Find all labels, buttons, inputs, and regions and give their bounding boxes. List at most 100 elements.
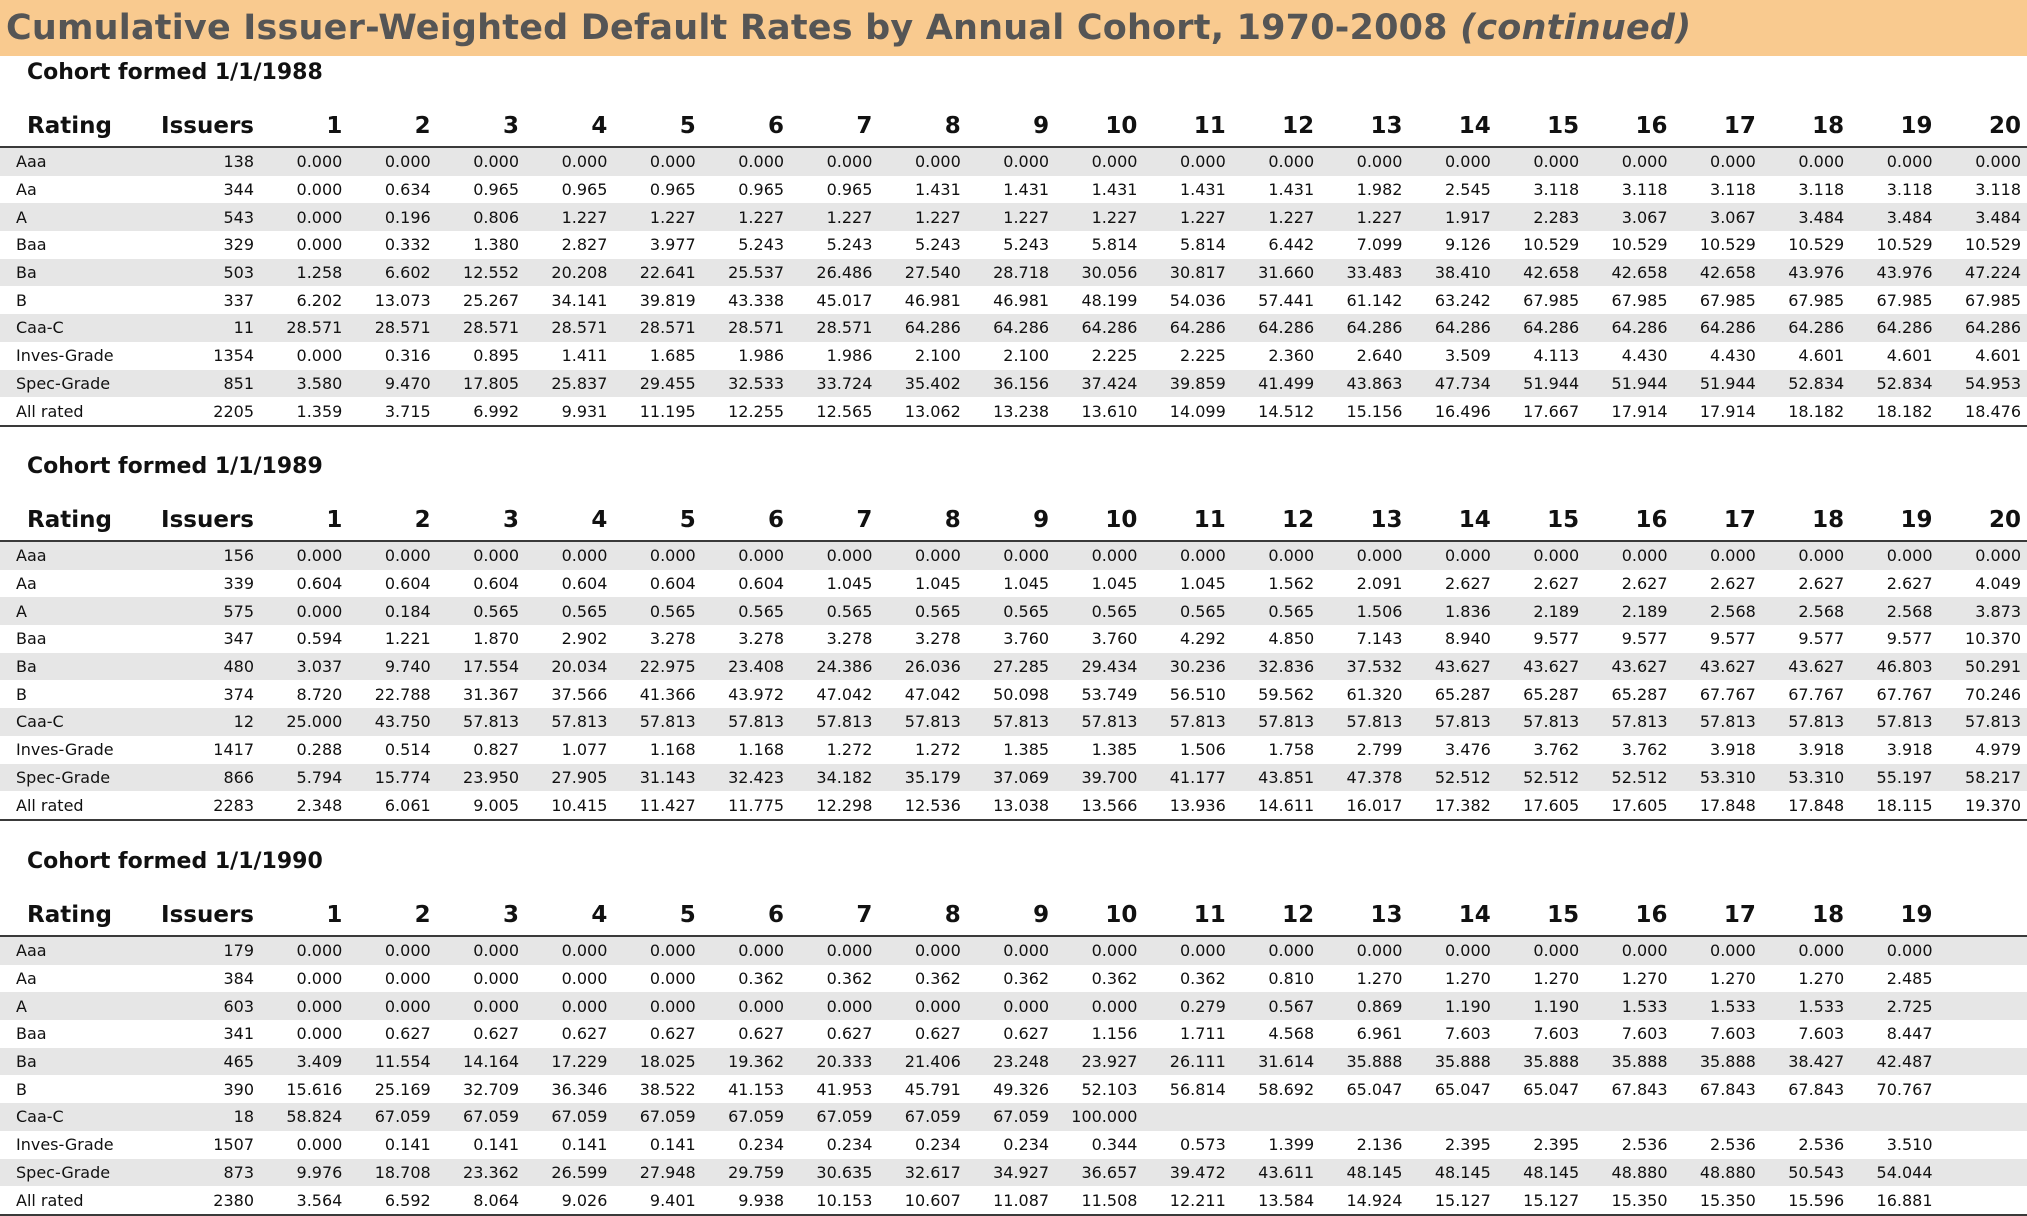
rate-cell: 2.485 <box>1886 969 1933 989</box>
rate-cell: 0.000 <box>525 936 614 965</box>
rate-cell <box>1496 1103 1586 1131</box>
rate-cell: 28.571 <box>790 314 879 342</box>
rate-cell: 3.873 <box>1938 597 2027 626</box>
year-header: 8 <box>878 895 967 937</box>
rating-cell: Inves-Grade <box>16 1135 114 1155</box>
rate-cell: 0.000 <box>966 541 1056 570</box>
header-row: Rating Issuers 1 2 3 4 5 6 7 8 9 10 11 12 13 14 15 16 17 18… <box>0 895 2027 937</box>
rate-cell: 7.099 <box>1356 235 1403 255</box>
rate-cell: 0.000 <box>1408 147 1497 176</box>
rate-cell: 16.496 <box>1408 397 1497 427</box>
rate-cell: 1.045 <box>1003 574 1050 594</box>
rate-cell: 1.227 <box>701 203 791 232</box>
rate-cell: 34.182 <box>790 763 879 792</box>
rate-cell: 57.813 <box>878 708 967 736</box>
rate-cell: 67.059 <box>525 1103 614 1131</box>
rate-cell: 0.000 <box>561 969 608 989</box>
rate-cell <box>1585 1103 1674 1131</box>
rate-cell: 0.000 <box>613 147 702 176</box>
rate-cell: 0.288 <box>296 740 343 760</box>
rate-cell: 9.976 <box>260 1158 349 1187</box>
rate-cell: 55.197 <box>1850 763 1939 792</box>
rate-cell: 20.034 <box>525 652 614 681</box>
rate-cell: 57.813 <box>1143 708 1232 736</box>
issuers-cell: 543 <box>145 203 260 232</box>
rate-cell: 13.566 <box>1055 791 1144 821</box>
rate-cell: 42.487 <box>1850 1047 1939 1076</box>
rate-cell: 64.286 <box>1496 314 1586 342</box>
rate-cell: 43.627 <box>1673 652 1762 681</box>
rate-cell: 39.472 <box>1143 1158 1232 1187</box>
rate-cell: 0.234 <box>826 1135 873 1155</box>
table-row: Caa-C 11 28.571 28.571 28.571 28.571 28.571 28.… <box>0 314 2027 342</box>
rate-cell: 57.813 <box>790 708 879 736</box>
year-header: 2 <box>348 500 437 542</box>
rate-cell: 4.601 <box>1975 346 2021 366</box>
issuers-cell: 374 <box>223 684 254 704</box>
rate-cell: 3.118 <box>1533 180 1580 200</box>
rate-cell: 28.571 <box>348 314 437 342</box>
rate-cell: 0.000 <box>296 1024 343 1044</box>
rate-cell: 3.484 <box>1761 203 1851 232</box>
rate-cell: 52.512 <box>1585 763 1674 792</box>
rate-cell: 1.270 <box>1445 969 1491 989</box>
issuers-cell: 851 <box>145 369 260 398</box>
rate-cell: 0.565 <box>1143 597 1232 626</box>
rate-cell: 2.827 <box>561 235 608 255</box>
rate-cell: 1.385 <box>1003 740 1050 760</box>
rate-cell: 57.813 <box>1585 708 1674 736</box>
rate-cell: 17.382 <box>1408 791 1497 821</box>
rating-cell: All rated <box>0 791 145 821</box>
rate-cell: 13.610 <box>1055 397 1144 427</box>
rate-cell: 26.599 <box>525 1158 614 1187</box>
rate-cell: 41.153 <box>728 1079 785 1099</box>
rate-cell: 32.709 <box>463 1079 520 1099</box>
rate-cell <box>1143 1103 1232 1131</box>
table-row: All rated 2205 1.359 3.715 6.992 9.931 11.195 1… <box>0 397 2027 427</box>
rate-cell: 0.000 <box>649 969 696 989</box>
rate-cell: 53.310 <box>1673 763 1762 792</box>
rate-cell: 0.000 <box>436 147 526 176</box>
rate-cell: 17.805 <box>436 369 526 398</box>
rate-cell: 0.141 <box>561 1135 608 1155</box>
year-header: 20 <box>1938 500 2027 542</box>
rate-cell: 0.000 <box>348 936 437 965</box>
rate-cell: 57.813 <box>1850 708 1939 736</box>
cohort-title: Cohort formed 1/1/1988 <box>27 60 323 85</box>
rate-cell: 22.788 <box>374 684 431 704</box>
issuers-cell: 503 <box>145 258 260 287</box>
rate-cell: 17.914 <box>1585 397 1674 427</box>
rate-cell: 39.819 <box>639 290 696 310</box>
rate-cell: 1.270 <box>1621 969 1668 989</box>
rate-cell: 1.227 <box>878 203 967 232</box>
year-header: 5 <box>613 500 702 542</box>
cohort-title: Cohort formed 1/1/1989 <box>27 454 323 479</box>
year-header: 19 <box>1850 500 1939 542</box>
rate-cell: 45.017 <box>816 290 873 310</box>
issuers-cell: 480 <box>145 652 260 681</box>
rate-cell: 37.566 <box>551 684 608 704</box>
rate-cell: 1.227 <box>1055 203 1144 232</box>
rating-cell: A <box>0 992 145 1021</box>
rate-cell: 0.362 <box>1179 969 1226 989</box>
year-header: 4 <box>525 895 614 937</box>
rating-cell: Inves-Grade <box>16 346 114 366</box>
rate-cell: 0.000 <box>260 936 349 965</box>
rate-cell: 12.211 <box>1143 1186 1232 1216</box>
year-header: 18 <box>1761 106 1851 148</box>
rate-cell: 3.977 <box>649 235 696 255</box>
rate-cell: 29.759 <box>701 1158 791 1187</box>
rate-cell: 8.447 <box>1886 1024 1933 1044</box>
issuers-cell: 12 <box>145 708 260 736</box>
rate-cell: 26.111 <box>1143 1047 1232 1076</box>
rate-cell: 0.810 <box>1268 969 1315 989</box>
rating-cell: B <box>16 1079 27 1099</box>
issuers-cell: 2283 <box>145 791 260 821</box>
rate-cell: 46.981 <box>993 290 1050 310</box>
rate-cell: 0.000 <box>1585 147 1674 176</box>
rate-cell: 0.234 <box>738 1135 785 1155</box>
table-row: Caa-C 12 25.000 43.750 57.813 57.813 57.813 57.… <box>0 708 2027 736</box>
rate-cell: 0.965 <box>473 180 520 200</box>
rate-cell: 7.603 <box>1533 1024 1580 1044</box>
rate-cell: 67.985 <box>1523 290 1580 310</box>
